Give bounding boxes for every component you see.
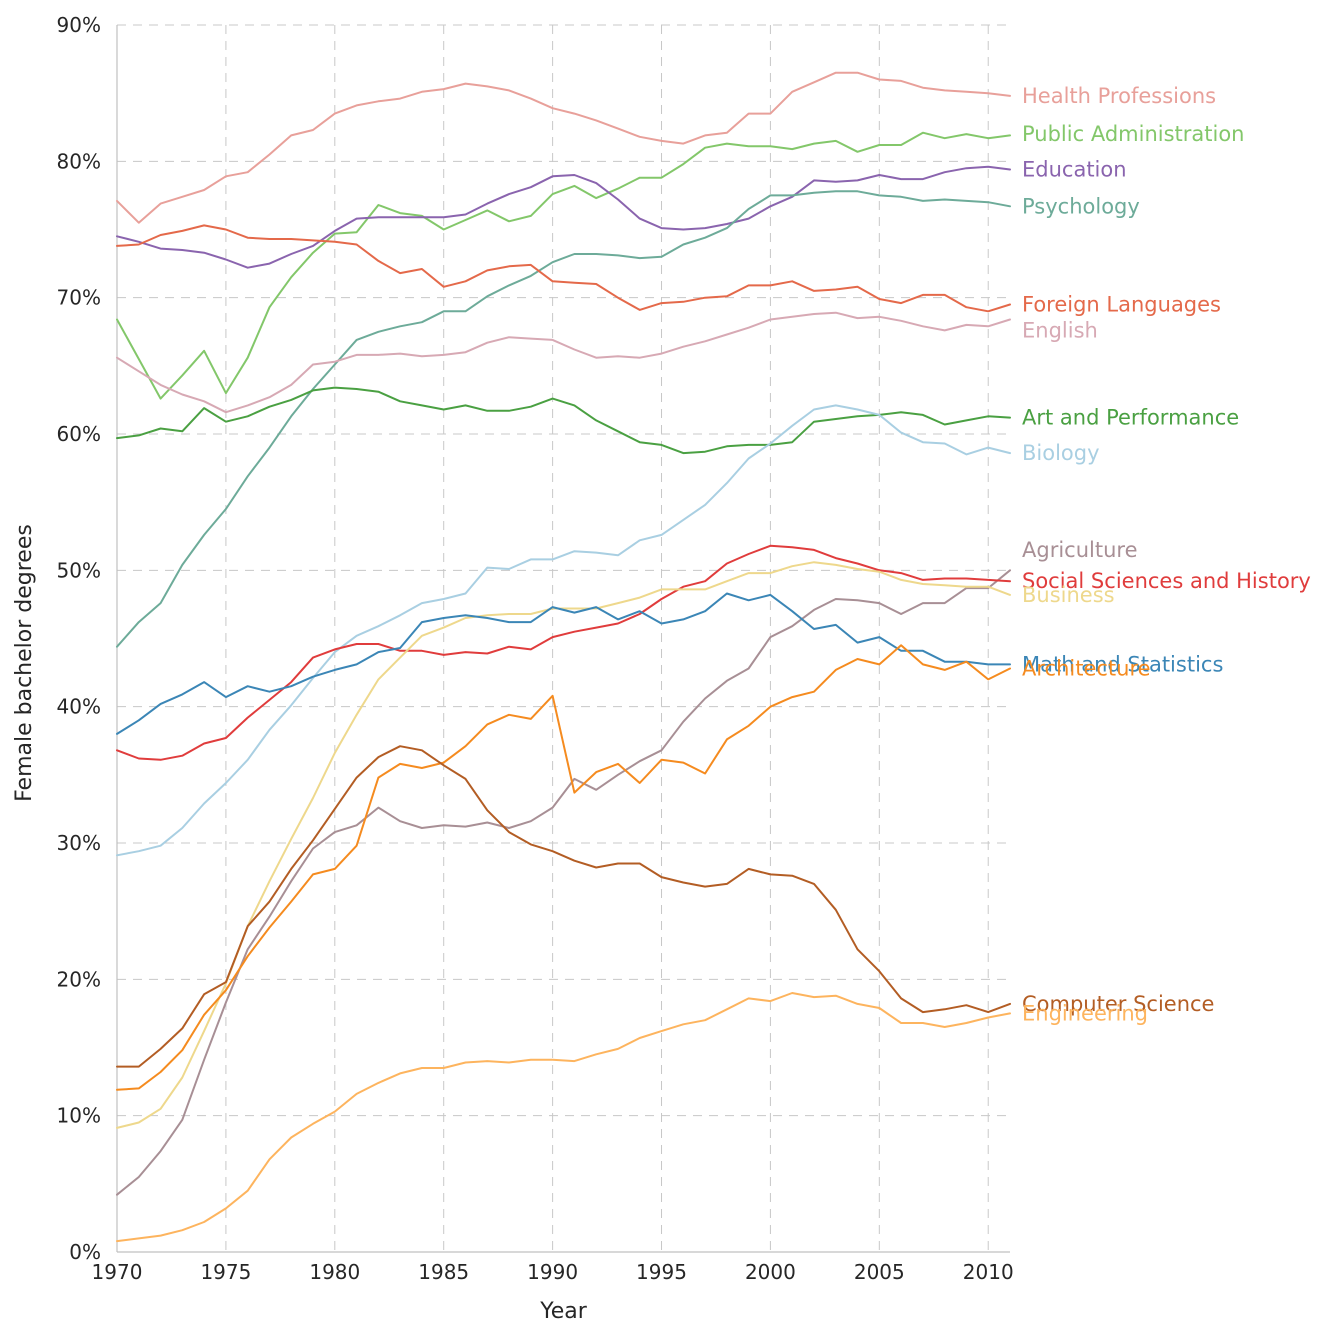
y-tick-label: 60% (57, 422, 101, 446)
series-line-art-and-performance (116, 386, 1011, 455)
y-tick-label: 70% (57, 286, 101, 310)
series-line-foreign-languages (116, 224, 1011, 313)
series-lines (116, 71, 1011, 1243)
series-line-computer-science (116, 745, 1011, 1068)
y-tick-label: 30% (57, 831, 101, 855)
series-line-english (116, 311, 1011, 414)
y-tick-label: 20% (57, 967, 101, 991)
series-label-art-and-performance: Art and Performance (1022, 406, 1239, 430)
y-tick-label: 0% (69, 1240, 101, 1264)
series-line-psychology (116, 190, 1011, 648)
y-gridlines (117, 24, 1010, 1117)
y-tick-label: 40% (57, 695, 101, 719)
series-label-architecture: Architecture (1022, 657, 1151, 681)
axes (116, 25, 1010, 1253)
series-line-architecture (116, 644, 1011, 1091)
series-line-public-administration (116, 131, 1011, 400)
series-label-foreign-languages: Foreign Languages (1022, 293, 1221, 317)
series-label-biology: Biology (1022, 441, 1100, 465)
series-label-social-sciences-and-history: Social Sciences and History (1022, 569, 1311, 593)
series-label-education: Education (1022, 158, 1127, 182)
series-line-agriculture (116, 569, 1011, 1196)
series-label-engineering: Engineering (1022, 1001, 1148, 1025)
y-tick-label: 50% (57, 558, 101, 582)
x-tick-label: 1995 (636, 1260, 687, 1284)
y-tick-label: 10% (57, 1104, 101, 1128)
x-tick-label: 2005 (854, 1260, 905, 1284)
series-label-computer-science: Computer Science (1022, 992, 1214, 1016)
x-tick-label: 1980 (309, 1260, 360, 1284)
series-labels: Health Professions Public Administration E… (1022, 84, 1311, 1026)
series-label-health-professions: Health Professions (1022, 84, 1216, 108)
series-line-business (116, 561, 1011, 1129)
series-label-psychology: Psychology (1022, 194, 1140, 218)
y-tick-label: 80% (57, 149, 101, 173)
x-tick-label: 1970 (92, 1260, 143, 1284)
series-label-agriculture: Agriculture (1022, 538, 1138, 562)
y-tick-label: 90% (57, 13, 101, 37)
series-line-social-sciences-and-history (116, 544, 1011, 761)
x-tick-label: 1975 (200, 1260, 251, 1284)
x-tick-label: 1990 (527, 1260, 578, 1284)
series-label-business: Business (1022, 583, 1115, 607)
series-line-engineering (116, 992, 1011, 1243)
x-axis-title: Year (539, 1299, 588, 1324)
series-label-math-and-statistics: Math and Statistics (1022, 652, 1223, 676)
x-tick-label: 2010 (963, 1260, 1014, 1284)
y-tick-labels: 0% 10% 20% 30% 40% 50% 60% 70% 80% 90% (57, 13, 101, 1264)
x-tick-label: 2000 (745, 1260, 796, 1284)
x-tick-label: 1985 (418, 1260, 469, 1284)
series-line-education (116, 165, 1011, 269)
series-line-biology (116, 404, 1011, 857)
y-axis-title: Female bachelor degrees (12, 524, 37, 802)
series-line-health-professions (116, 71, 1011, 224)
series-label-english: English (1022, 318, 1098, 342)
series-label-public-administration: Public Administration (1022, 122, 1245, 146)
x-tick-labels: 1970 1975 1980 1985 1990 1995 2000 2005 2010 (92, 1260, 1014, 1284)
series-line-math-and-statistics (116, 592, 1011, 735)
